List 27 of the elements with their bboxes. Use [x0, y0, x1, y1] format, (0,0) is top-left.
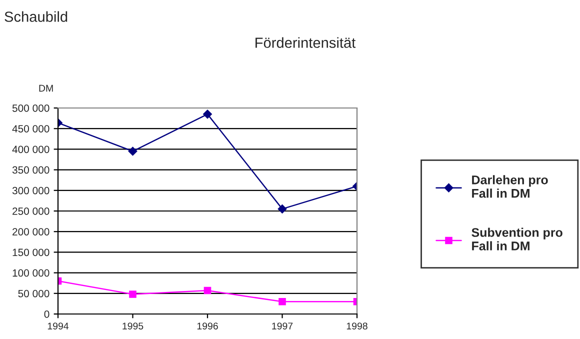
- point: [203, 110, 212, 119]
- legend-label: Darlehen pro Fall in DM: [472, 175, 548, 198]
- point: [278, 298, 286, 306]
- y-tick-label: 50 000: [18, 290, 50, 298]
- x-tick-label: 1998: [346, 322, 368, 330]
- y-axis-title: DM: [39, 84, 53, 92]
- y-tick-label: 400 000: [12, 146, 50, 154]
- x-tick-label: 1994: [48, 322, 69, 330]
- x-tick-label: 1995: [122, 322, 144, 330]
- point: [129, 290, 136, 298]
- point: [204, 286, 212, 294]
- y-tick-label: 450 000: [12, 125, 50, 132]
- y-tick-label: 200 000: [12, 228, 50, 236]
- text: Schaubild: [4, 11, 68, 22]
- x-tick-label: 1997: [272, 322, 293, 330]
- chart-title: Förderintensität: [256, 37, 356, 48]
- y-tick-label: 150 000: [12, 248, 50, 256]
- y-tick-label: 0: [44, 310, 50, 318]
- y-tick-label: 250 000: [12, 208, 50, 215]
- y-tick-label: 500 000: [12, 104, 50, 112]
- x-tick-label: 1996: [197, 322, 218, 330]
- y-tick-label: 350 000: [12, 166, 50, 174]
- point: [128, 146, 138, 156]
- legend-label: Subvention pro Fall in DM: [472, 228, 562, 250]
- point: [278, 204, 287, 214]
- y-tick-label: 100 000: [12, 269, 50, 277]
- y-tick-label: 300 000: [12, 186, 50, 194]
